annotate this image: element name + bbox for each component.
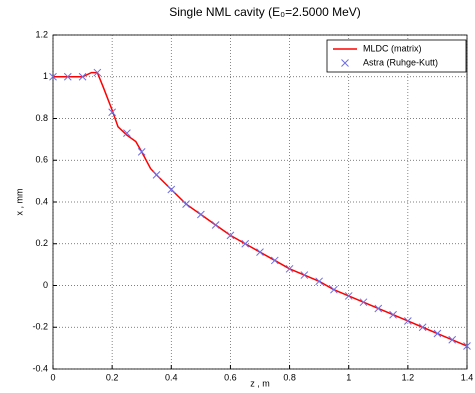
marker-stroke <box>418 323 427 332</box>
marker-stroke <box>285 264 294 273</box>
marker <box>49 72 57 81</box>
marker <box>404 317 412 325</box>
marker-stroke <box>344 292 353 300</box>
chart-title: Single NML cavity (E₀=2.5000 MeV) <box>169 5 361 19</box>
marker <box>448 335 457 344</box>
x-tick-label: 0.2 <box>106 372 119 382</box>
marker-stroke <box>404 317 412 325</box>
marker <box>433 329 442 338</box>
marker-stroke <box>197 210 205 219</box>
marker <box>359 298 368 307</box>
marker <box>374 304 383 313</box>
marker-stroke <box>270 256 279 265</box>
y-tick-label: 0.8 <box>35 113 48 123</box>
marker-stroke <box>448 335 457 344</box>
marker-stroke <box>389 310 397 319</box>
marker <box>389 310 397 319</box>
marker <box>197 210 205 219</box>
marker <box>123 129 131 137</box>
marker-stroke <box>463 342 471 350</box>
marker <box>152 171 161 179</box>
y-tick-label: 0.4 <box>35 196 48 206</box>
marker-stroke <box>182 200 190 208</box>
marker <box>137 148 146 156</box>
marker-stroke <box>300 271 309 279</box>
marker-stroke <box>137 148 146 156</box>
marker-stroke <box>63 72 72 81</box>
marker <box>285 264 294 273</box>
marker <box>182 200 190 208</box>
marker-stroke <box>167 185 176 194</box>
y-tick-label: -0.2 <box>32 322 48 332</box>
marker <box>270 256 279 265</box>
plot-frame <box>52 34 468 370</box>
marker-stroke <box>433 329 442 338</box>
x-axis-label: z , m <box>250 378 270 388</box>
marker-stroke <box>341 59 349 67</box>
marker <box>93 68 102 77</box>
marker-stroke <box>315 277 323 286</box>
x-tick-label: 1.2 <box>402 372 415 382</box>
marker-stroke <box>211 221 220 229</box>
marker-stroke <box>78 72 87 81</box>
series-line <box>53 71 468 347</box>
marker <box>256 248 264 256</box>
marker <box>344 292 353 300</box>
legend-box <box>326 39 467 73</box>
marker <box>241 239 250 248</box>
marker <box>78 72 87 81</box>
marker <box>463 342 471 350</box>
x-tick-label: 0.8 <box>283 372 296 382</box>
marker <box>108 108 116 117</box>
marker <box>341 59 349 67</box>
marker-stroke <box>108 108 116 117</box>
marker-stroke <box>256 248 264 256</box>
y-axis-label: x , mm <box>14 189 24 216</box>
x-tick-label: 1.4 <box>461 372 474 382</box>
marker-stroke <box>152 171 161 179</box>
marker-stroke <box>241 239 250 248</box>
marker <box>330 285 338 294</box>
marker <box>315 277 323 286</box>
marker-stroke <box>374 304 383 313</box>
marker-stroke <box>226 231 235 240</box>
marker-stroke <box>49 72 57 81</box>
marker <box>300 271 309 279</box>
y-tick-label: 0.2 <box>35 238 48 248</box>
x-tick-label: 1 <box>346 372 351 382</box>
legend-label: Astra (Ruhge-Kutt) <box>363 57 438 67</box>
x-tick-label: 0 <box>50 372 55 382</box>
y-tick-label: 0 <box>43 280 48 290</box>
x-tick-label: 0.4 <box>165 372 178 382</box>
y-tick-label: -0.4 <box>32 363 48 373</box>
marker <box>63 72 72 81</box>
marker-stroke <box>93 68 102 77</box>
marker <box>211 221 220 229</box>
y-tick-label: 1 <box>43 71 48 81</box>
marker-stroke <box>123 129 131 137</box>
y-tick-label: 1.2 <box>35 29 48 39</box>
x-tick-label: 0.6 <box>224 372 237 382</box>
marker <box>226 231 235 240</box>
legend-label: MLDC (matrix) <box>363 43 422 53</box>
marker-stroke <box>359 298 368 307</box>
marker <box>167 185 176 194</box>
marker <box>418 323 427 332</box>
marker-stroke <box>330 285 338 294</box>
y-tick-label: 0.6 <box>35 155 48 165</box>
